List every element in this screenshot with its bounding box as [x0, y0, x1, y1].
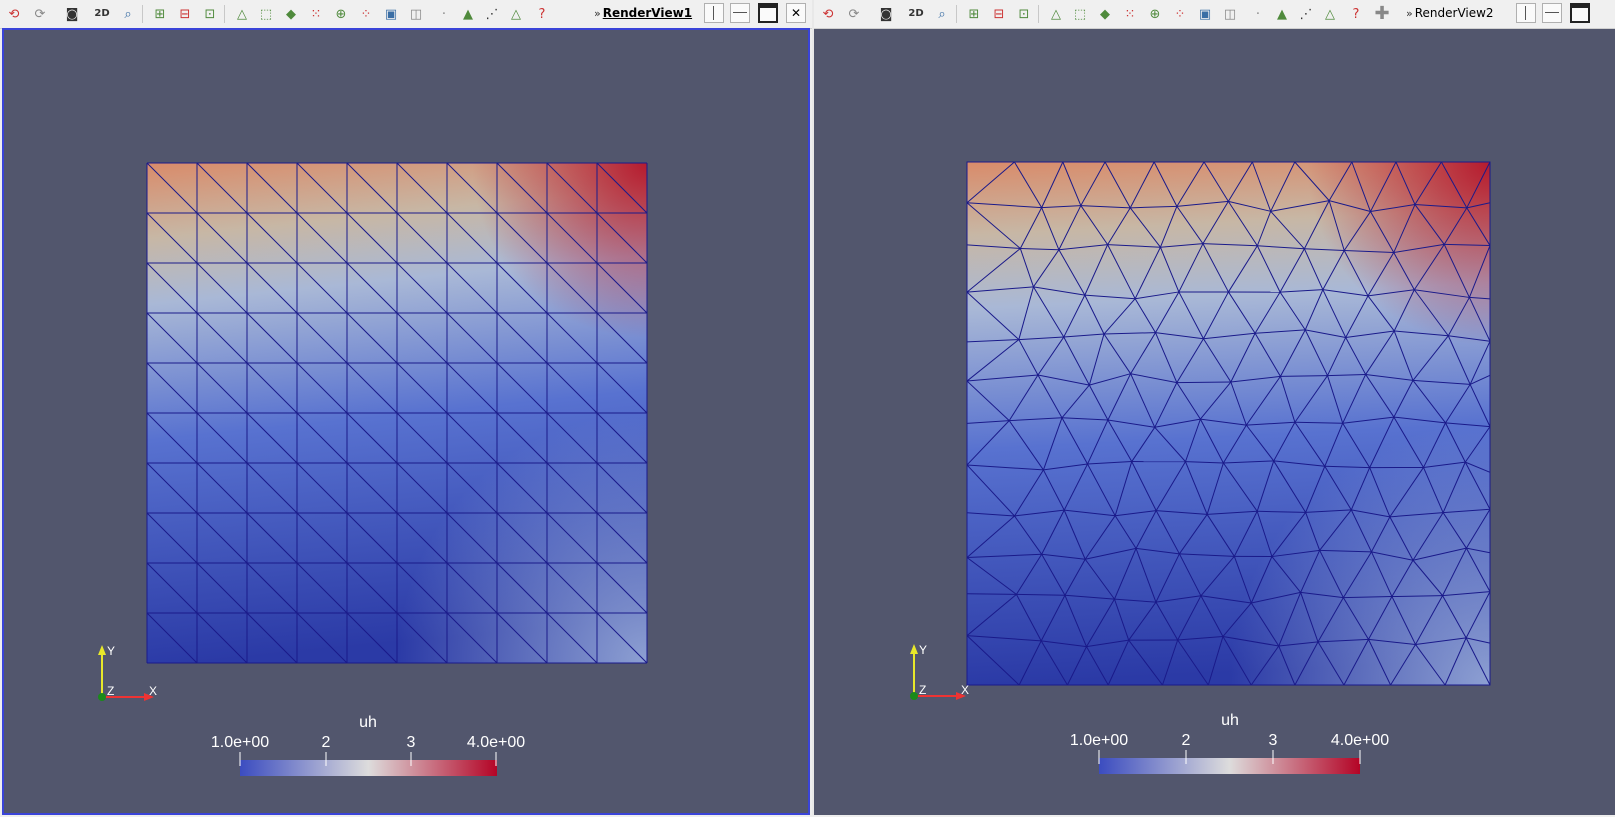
- color-legend: uh 1.0e+00 2 3 4.0e+00: [211, 714, 525, 776]
- orientation-axes: Y Z X: [910, 643, 969, 700]
- render-view-2-pane: ⟲ ⟳ ◙ 2D ⌕ ⊞ ⊟ ⊡ △ ⬚ ◆ ⁙ ⊕ ⁘ ▣ ◫ · ▲ ⋰ △…: [814, 0, 1615, 815]
- view-toolbar-2: ⟲ ⟳ ◙ 2D ⌕ ⊞ ⊟ ⊡ △ ⬚ ◆ ⁙ ⊕ ⁘ ▣ ◫ · ▲ ⋰ △…: [814, 0, 1615, 29]
- select-points-frustum-icon[interactable]: ⬚: [256, 4, 276, 24]
- axis-z-label: Z: [107, 684, 114, 698]
- mesh-edge: [1177, 382, 1231, 383]
- axis-y-label: Y: [107, 644, 115, 658]
- close-view-button[interactable]: ✕: [786, 3, 806, 23]
- interactive-select-points-icon[interactable]: ⊕: [331, 4, 351, 24]
- reset-camera-closest-icon[interactable]: ⟳: [30, 4, 50, 24]
- render-view-2[interactable]: Y Z X uh 1.0e+00 2 3 4.0e+00: [814, 29, 1615, 815]
- select-cells-icon[interactable]: ⊞: [964, 4, 984, 24]
- clear-selection-icon[interactable]: ?: [532, 4, 552, 24]
- color-legend: uh 1.0e+00 2 3 4.0e+00: [1070, 712, 1389, 774]
- select-points-polygon-icon[interactable]: ⋰: [482, 4, 502, 24]
- interactive-select-points-icon[interactable]: ⊕: [1145, 4, 1165, 24]
- select-frustum-icon[interactable]: ⊡: [1014, 4, 1034, 24]
- split-horizontal-button[interactable]: [1516, 3, 1536, 23]
- capture-screenshot-icon[interactable]: ◙: [62, 4, 82, 24]
- select-cells-frustum-icon[interactable]: △: [1046, 4, 1066, 24]
- select-polygon-icon[interactable]: ▲: [1272, 4, 1292, 24]
- color-legend-tick-min: 1.0e+00: [1070, 732, 1128, 749]
- select-polygon-icon[interactable]: ▲: [458, 4, 478, 24]
- select-frustum-icon[interactable]: ⊡: [200, 4, 220, 24]
- select-block-icon[interactable]: ◆: [281, 4, 301, 24]
- grow-selection-icon[interactable]: ◫: [1220, 4, 1240, 24]
- hover-cells-icon[interactable]: ▣: [381, 4, 401, 24]
- axis-x-label: X: [961, 683, 969, 697]
- hover-points-icon[interactable]: ⁘: [356, 4, 376, 24]
- render-view-1-canvas[interactable]: Y Z X uh 1.0e+00 2 3 4.0e+00: [4, 30, 808, 817]
- 2d-3d-toggle-button[interactable]: 2D: [92, 4, 112, 24]
- mesh-edge: [967, 594, 1016, 595]
- select-points-polygon-icon[interactable]: ⋰: [1296, 4, 1316, 24]
- view-name-1[interactable]: »RenderView1: [594, 6, 692, 20]
- hover-cells-icon[interactable]: ▣: [1195, 4, 1215, 24]
- find-data-icon[interactable]: △: [1320, 4, 1340, 24]
- maximize-button[interactable]: [1570, 3, 1590, 23]
- color-legend-tick-3: 3: [1269, 732, 1278, 749]
- interactive-select-cells-icon[interactable]: ⁙: [306, 4, 326, 24]
- clear-selection-icon[interactable]: ?: [1346, 4, 1366, 24]
- find-data-icon[interactable]: △: [506, 4, 526, 24]
- reset-camera-icon[interactable]: ⟲: [818, 4, 838, 24]
- shrink-selection-icon[interactable]: ·: [434, 4, 454, 24]
- view-toolbar-1: ⟲ ⟳ ◙ 2D ⌕ ⊞ ⊟ ⊡ △ ⬚ ◆ ⁙ ⊕ ⁘ ▣ ◫ · ▲ ⋰ △…: [0, 0, 812, 29]
- capture-screenshot-icon[interactable]: ◙: [876, 4, 896, 24]
- select-cells-icon[interactable]: ⊞: [150, 4, 170, 24]
- axis-y-label: Y: [919, 643, 927, 657]
- structured-mesh: [147, 163, 647, 663]
- interactive-select-cells-icon[interactable]: ⁙: [1120, 4, 1140, 24]
- render-view-1[interactable]: Y Z X uh 1.0e+00 2 3 4.0e+00: [2, 28, 810, 815]
- color-legend-title: uh: [359, 714, 377, 731]
- axis-z-label: Z: [919, 683, 926, 697]
- color-legend-tick-2: 2: [1182, 732, 1191, 749]
- select-cells-frustum-icon[interactable]: △: [232, 4, 252, 24]
- reset-camera-icon[interactable]: ⟲: [4, 4, 24, 24]
- hover-points-icon[interactable]: ⁘: [1170, 4, 1190, 24]
- maximize-button[interactable]: [758, 3, 778, 23]
- shrink-selection-icon[interactable]: ·: [1248, 4, 1268, 24]
- grow-selection-icon[interactable]: ◫: [406, 4, 426, 24]
- zoom-to-box-icon[interactable]: ⌕: [932, 4, 952, 24]
- select-block-icon[interactable]: ◆: [1095, 4, 1115, 24]
- color-legend-tick-max: 4.0e+00: [467, 734, 525, 751]
- color-legend-tick-max: 4.0e+00: [1331, 732, 1389, 749]
- select-points-icon[interactable]: ⊟: [989, 4, 1009, 24]
- select-points-frustum-icon[interactable]: ⬚: [1070, 4, 1090, 24]
- zoom-to-box-icon[interactable]: ⌕: [118, 4, 138, 24]
- unstructured-mesh: [967, 162, 1490, 685]
- add-icon[interactable]: ✚: [1372, 4, 1392, 24]
- split-vertical-button[interactable]: [1542, 3, 1562, 23]
- view-name-2[interactable]: »RenderView2: [1406, 6, 1494, 20]
- render-view-2-canvas[interactable]: Y Z X uh 1.0e+00 2 3 4.0e+00: [814, 29, 1615, 815]
- select-points-icon[interactable]: ⊟: [175, 4, 195, 24]
- color-legend-tick-3: 3: [407, 734, 416, 751]
- split-vertical-button[interactable]: [730, 3, 750, 23]
- split-horizontal-button[interactable]: [704, 3, 724, 23]
- 2d-3d-toggle-button[interactable]: 2D: [906, 4, 926, 24]
- color-legend-tick-min: 1.0e+00: [211, 734, 269, 751]
- reset-camera-closest-icon[interactable]: ⟳: [844, 4, 864, 24]
- color-legend-title: uh: [1221, 712, 1239, 729]
- axis-x-label: X: [149, 684, 157, 698]
- render-view-1-pane: ⟲ ⟳ ◙ 2D ⌕ ⊞ ⊟ ⊡ △ ⬚ ◆ ⁙ ⊕ ⁘ ▣ ◫ · ▲ ⋰ △…: [0, 0, 812, 815]
- color-legend-tick-2: 2: [322, 734, 331, 751]
